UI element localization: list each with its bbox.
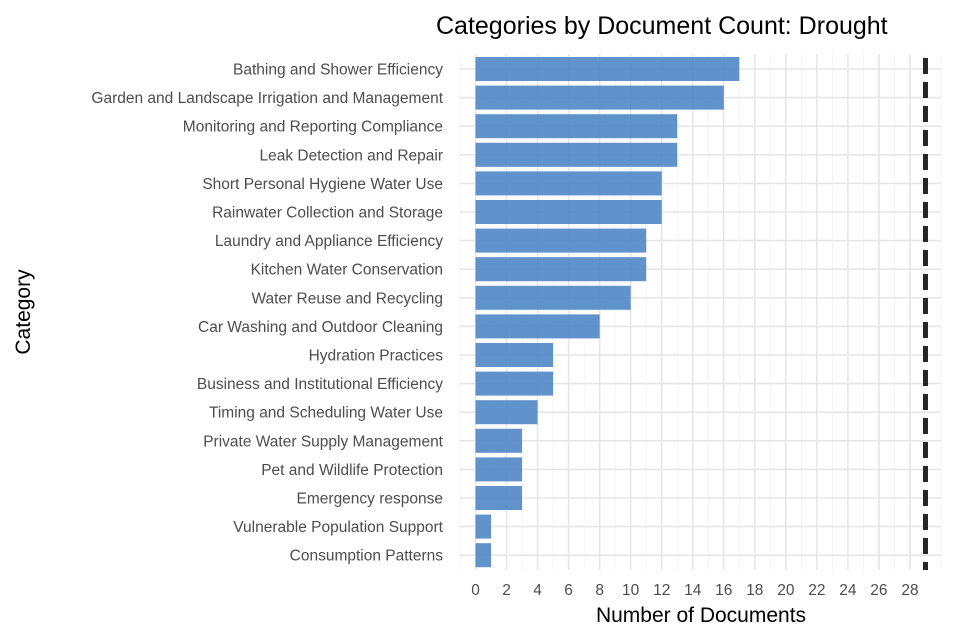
bar <box>475 457 523 482</box>
x-tick-label: 22 <box>808 582 825 599</box>
category-label: Private Water Supply Management <box>203 433 443 450</box>
x-tick-label: 2 <box>502 582 511 599</box>
x-tick-label: 28 <box>901 582 918 599</box>
category-label: Garden and Landscape Irrigation and Mana… <box>91 90 443 107</box>
category-label: Business and Institutional Efficiency <box>197 376 443 393</box>
bar <box>475 486 523 510</box>
category-label: Car Washing and Outdoor Cleaning <box>198 319 443 336</box>
bar <box>475 543 492 568</box>
x-tick-label: 26 <box>870 582 887 599</box>
x-tick-label: 18 <box>746 582 763 599</box>
bar <box>475 285 631 310</box>
category-label: Emergency response <box>297 491 443 508</box>
category-label: Monitoring and Reporting Compliance <box>183 119 443 136</box>
bar <box>475 400 538 425</box>
category-labels: Bathing and Shower Efficiency Garden and … <box>91 62 443 565</box>
bar <box>475 514 492 539</box>
bar <box>475 428 523 453</box>
bar <box>475 314 600 339</box>
bar <box>475 228 647 253</box>
bar <box>475 114 678 139</box>
x-tick-label: 10 <box>622 582 640 599</box>
chart-title: Categories by Document Count: Drought <box>436 12 888 40</box>
gridlines <box>459 54 942 570</box>
category-label: Vulnerable Population Support <box>233 519 443 536</box>
category-label: Rainwater Collection and Storage <box>212 205 443 222</box>
y-axis-title: Category <box>12 269 35 355</box>
bar <box>475 371 554 396</box>
category-label: Bathing and Shower Efficiency <box>233 62 443 79</box>
x-tick-label: 0 <box>471 582 480 599</box>
x-tick-label: 4 <box>533 582 542 599</box>
x-tick-label: 20 <box>777 582 795 599</box>
category-label: Laundry and Appliance Efficiency <box>215 233 443 250</box>
bar <box>475 257 647 282</box>
x-axis-title: Number of Documents <box>596 604 806 627</box>
x-tick-label: 6 <box>564 582 573 599</box>
bar <box>475 57 740 81</box>
x-tick-labels: 0 2 4 6 8 10 12 14 16 18 20 22 24 26 28 <box>471 582 918 599</box>
category-label: Short Personal Hygiene Water Use <box>202 176 443 193</box>
x-tick-label: 16 <box>715 582 732 599</box>
bar <box>475 343 554 367</box>
bar <box>475 171 662 196</box>
category-label: Kitchen Water Conservation <box>251 262 443 279</box>
category-label: Hydration Practices <box>309 348 444 365</box>
bar <box>475 85 724 110</box>
bars <box>475 57 740 568</box>
x-tick-label: 12 <box>653 582 670 599</box>
x-tick-label: 14 <box>684 582 702 599</box>
x-tick-label: 24 <box>839 582 857 599</box>
x-tick-label: 8 <box>595 582 604 599</box>
category-label: Pet and Wildlife Protection <box>261 462 443 479</box>
category-label: Timing and Scheduling Water Use <box>209 405 443 422</box>
bar <box>475 200 662 224</box>
category-label: Consumption Patterns <box>290 548 444 565</box>
bar <box>475 142 678 167</box>
category-label: Water Reuse and Recycling <box>251 290 443 307</box>
category-label: Leak Detection and Repair <box>259 147 443 164</box>
